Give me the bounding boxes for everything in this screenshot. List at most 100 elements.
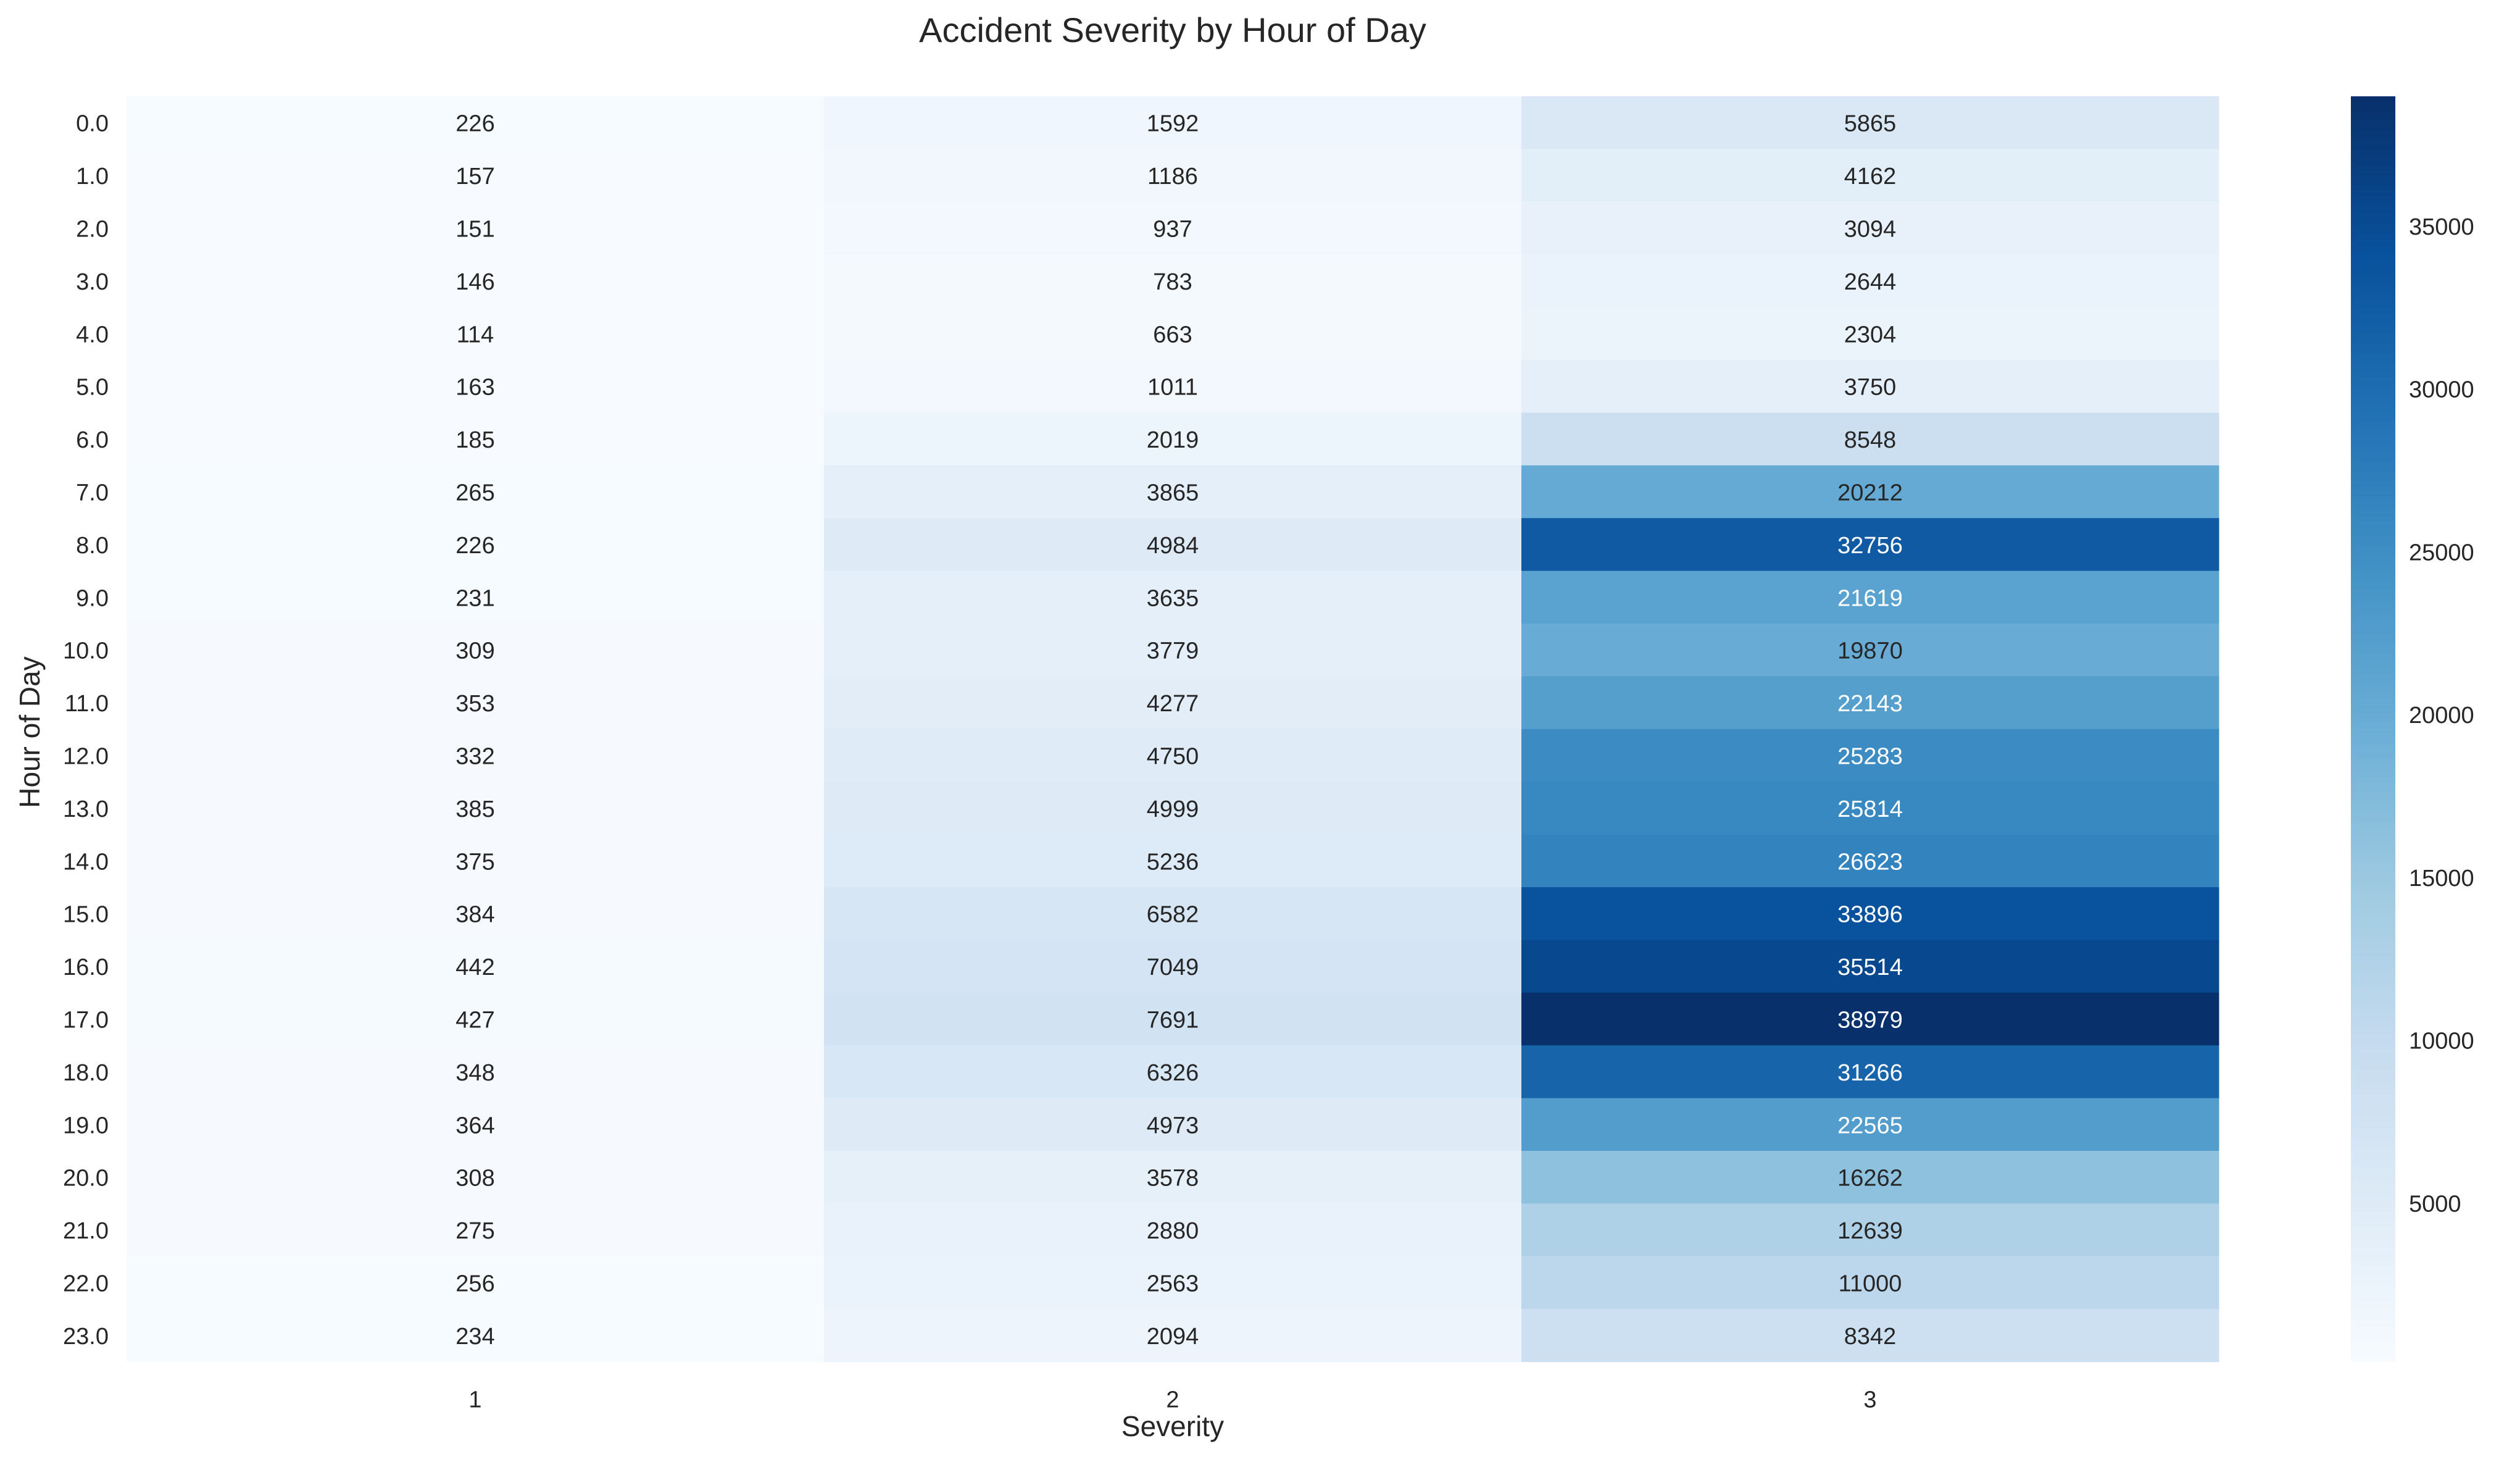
y-tick-label: 4.0	[76, 322, 109, 348]
heatmap-cell	[1521, 887, 2219, 940]
cell-value-label: 35514	[1837, 954, 1903, 980]
cell-value-label: 7691	[1147, 1008, 1199, 1034]
cell-value-label: 385	[455, 796, 494, 822]
cell-value-label: 5236	[1147, 849, 1199, 875]
heatmap-cell	[824, 360, 1522, 413]
y-tick-label: 22.0	[63, 1271, 109, 1297]
cell-value-label: 4973	[1147, 1113, 1199, 1138]
y-tick-label: 14.0	[63, 849, 109, 875]
heatmap-cell	[1521, 307, 2219, 361]
heatmap-cell	[824, 887, 1522, 940]
heatmap-cell	[127, 834, 825, 888]
cell-value-label: 3635	[1147, 585, 1199, 611]
cell-value-label: 937	[1153, 217, 1192, 243]
y-tick-label: 18.0	[63, 1060, 109, 1086]
cell-value-label: 4277	[1147, 691, 1199, 717]
heatmap-cell	[1521, 1309, 2219, 1363]
cell-value-label: 2644	[1844, 269, 1897, 295]
heatmap-cell	[1521, 1098, 2219, 1151]
heatmap-cell	[1521, 1203, 2219, 1257]
heatmap-cell	[1521, 729, 2219, 782]
cell-value-label: 7049	[1147, 954, 1199, 980]
cell-value-label: 3578	[1147, 1166, 1199, 1192]
cell-value-label: 2304	[1844, 322, 1897, 348]
cell-value-label: 4999	[1147, 796, 1199, 822]
heatmap-cell	[1521, 570, 2219, 624]
cell-value-label: 8548	[1844, 427, 1897, 453]
heatmap-cell	[824, 518, 1522, 572]
colorbar	[2351, 96, 2395, 1362]
y-tick-label: 2.0	[76, 217, 109, 243]
heatmap-cell	[824, 96, 1522, 149]
heatmap-cell	[1521, 412, 2219, 466]
cell-value-label: 442	[455, 954, 494, 980]
y-tick-label: 17.0	[63, 1008, 109, 1034]
cell-value-label: 8342	[1844, 1324, 1897, 1350]
cell-value-label: 384	[455, 902, 494, 928]
heatmap-cell	[1521, 149, 2219, 203]
heatmap-cell	[127, 465, 825, 519]
cell-value-label: 4750	[1147, 744, 1199, 770]
heatmap-cell	[1521, 624, 2219, 677]
chart-title: Accident Severity by Hour of Day	[919, 10, 1426, 49]
heatmap-cell	[1521, 360, 2219, 413]
y-tick-label: 0.0	[76, 111, 109, 137]
cell-value-label: 265	[455, 480, 494, 506]
cell-value-label: 151	[455, 217, 494, 243]
cell-value-label: 38979	[1837, 1008, 1903, 1034]
heatmap-cell	[824, 570, 1522, 624]
cell-value-label: 16262	[1837, 1166, 1903, 1192]
cell-value-label: 21619	[1837, 585, 1903, 611]
y-tick-label: 9.0	[76, 585, 109, 611]
heatmap-cell	[824, 1098, 1522, 1151]
cell-value-label: 275	[455, 1218, 494, 1244]
cell-value-label: 332	[455, 744, 494, 770]
cell-value-label: 32756	[1837, 533, 1903, 559]
heatmap-cell	[1521, 1151, 2219, 1204]
heatmap-cell	[127, 307, 825, 361]
heatmap-cell	[1521, 834, 2219, 888]
cell-value-label: 22143	[1837, 691, 1903, 717]
cell-value-label: 6326	[1147, 1060, 1199, 1086]
heatmap-cell	[127, 570, 825, 624]
y-tick-label: 15.0	[63, 902, 109, 928]
cell-value-label: 146	[455, 269, 494, 295]
cell-value-label: 33896	[1837, 902, 1903, 928]
heatmap-cell	[1521, 676, 2219, 730]
x-axis-label: Severity	[1121, 1410, 1224, 1442]
cell-value-label: 11000	[1839, 1271, 1902, 1297]
cell-value-label: 375	[455, 849, 494, 875]
cell-value-label: 1011	[1147, 375, 1198, 401]
cell-value-label: 4984	[1147, 533, 1199, 559]
heatmap-cell	[127, 992, 825, 1046]
cell-value-label: 1186	[1147, 164, 1198, 190]
heatmap-cell	[824, 940, 1522, 993]
colorbar-tick-label: 15000	[2409, 866, 2474, 892]
colorbar-tick-label: 25000	[2409, 540, 2474, 566]
heatmap-cell	[824, 782, 1522, 835]
cell-value-label: 2094	[1147, 1324, 1199, 1350]
heatmap-cell	[824, 624, 1522, 677]
heatmap-cell	[127, 412, 825, 466]
cell-value-label: 20212	[1837, 480, 1903, 506]
heatmap-cell	[127, 782, 825, 835]
heatmap-cell	[824, 834, 1522, 888]
colorbar-tick-label: 30000	[2409, 377, 2474, 403]
y-tick-label: 7.0	[76, 480, 109, 506]
cell-value-label: 663	[1153, 322, 1192, 348]
heatmap-cell	[127, 676, 825, 730]
heatmap-cell	[1521, 254, 2219, 308]
heatmap-cell	[1521, 782, 2219, 835]
cell-value-label: 2563	[1147, 1271, 1199, 1297]
cell-value-label: 3865	[1147, 480, 1199, 506]
y-tick-label: 21.0	[63, 1218, 109, 1244]
y-tick-label: 16.0	[63, 954, 109, 980]
heatmap-cell	[127, 254, 825, 308]
heatmap-cell	[824, 1256, 1522, 1310]
y-tick-label: 3.0	[76, 269, 109, 295]
x-tick-label: 1	[468, 1387, 481, 1413]
cell-value-label: 6582	[1147, 902, 1199, 928]
cell-value-label: 157	[455, 164, 494, 190]
cell-value-label: 1592	[1147, 111, 1199, 137]
cell-value-label: 5865	[1844, 111, 1897, 137]
